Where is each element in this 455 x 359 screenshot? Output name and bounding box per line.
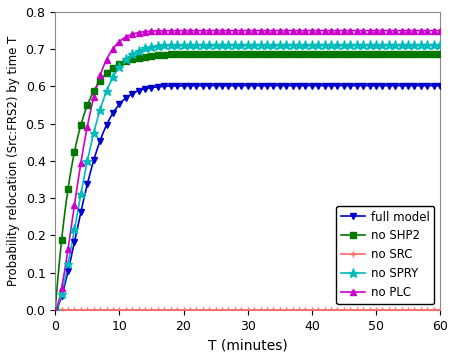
Line: no SRC: no SRC xyxy=(52,306,444,313)
full model xyxy=(130,92,135,96)
no SRC xyxy=(437,308,443,312)
no SPRY xyxy=(187,43,192,47)
no PLC xyxy=(130,32,135,36)
no SPRY xyxy=(405,43,411,47)
full model xyxy=(437,84,443,88)
no SHP2 xyxy=(386,51,392,56)
no SHP2 xyxy=(52,308,58,312)
no SPRY xyxy=(130,52,135,56)
no SHP2 xyxy=(187,52,192,56)
no PLC xyxy=(142,29,148,34)
no SHP2 xyxy=(258,51,263,56)
no SRC xyxy=(187,308,192,312)
no SRC xyxy=(52,308,58,312)
no SPRY xyxy=(283,43,289,47)
no SRC xyxy=(258,308,263,312)
full model xyxy=(258,84,263,88)
X-axis label: T (minutes): T (minutes) xyxy=(208,338,288,352)
Line: no SPRY: no SPRY xyxy=(51,40,445,314)
no PLC xyxy=(283,28,289,33)
no SHP2 xyxy=(142,55,148,59)
no PLC xyxy=(52,308,58,312)
no SHP2 xyxy=(437,51,443,56)
full model xyxy=(283,84,289,88)
Line: full model: full model xyxy=(52,83,443,313)
no SPRY xyxy=(437,43,443,47)
no PLC xyxy=(354,28,359,33)
Line: no SHP2: no SHP2 xyxy=(52,51,443,313)
no SRC xyxy=(283,308,289,312)
no SRC xyxy=(130,308,135,312)
no PLC xyxy=(393,28,398,33)
full model xyxy=(386,84,392,88)
Y-axis label: Probability relocation (Src:FRS2) by time T: Probability relocation (Src:FRS2) by tim… xyxy=(7,36,20,286)
no SRC xyxy=(386,308,392,312)
Line: no PLC: no PLC xyxy=(52,27,443,313)
no PLC xyxy=(187,28,192,33)
no SPRY xyxy=(52,308,58,312)
Legend: full model, no SHP2, no SRC, no SPRY, no PLC: full model, no SHP2, no SRC, no SPRY, no… xyxy=(336,206,434,304)
no SRC xyxy=(142,308,148,312)
no SPRY xyxy=(258,43,263,47)
no SHP2 xyxy=(283,51,289,56)
no PLC xyxy=(258,28,263,33)
full model xyxy=(52,308,58,312)
full model xyxy=(187,84,192,88)
full model xyxy=(142,87,148,91)
no SPRY xyxy=(386,43,392,47)
no SPRY xyxy=(142,46,148,51)
no SHP2 xyxy=(130,57,135,61)
no PLC xyxy=(437,28,443,33)
full model xyxy=(405,84,411,88)
